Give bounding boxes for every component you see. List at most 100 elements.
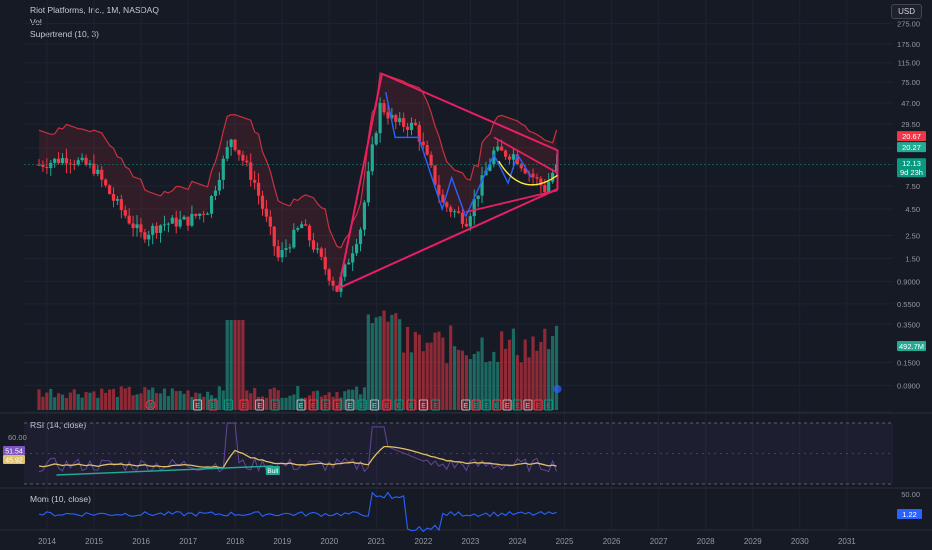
candle-body <box>543 185 547 192</box>
volume-bar <box>437 331 441 410</box>
candle-body <box>111 194 116 201</box>
candle-body <box>225 147 229 159</box>
earnings-event-icon <box>533 399 543 411</box>
volume-bar <box>551 335 555 410</box>
volume-bar <box>80 397 84 410</box>
candle-body <box>72 164 76 166</box>
candle-body <box>209 195 214 214</box>
currency-button[interactable]: USD <box>891 4 922 19</box>
volume-bar <box>366 314 370 410</box>
time-axis-label: 2016 <box>132 537 150 546</box>
volume-bar <box>57 393 61 410</box>
price-badge <box>897 131 926 142</box>
candle-body <box>107 185 112 195</box>
candle-body <box>205 213 210 215</box>
candle-body <box>268 216 272 227</box>
candle-body <box>390 114 394 119</box>
earnings-event-icon <box>345 399 355 411</box>
volume-bar <box>425 342 429 410</box>
price-tick-label: 0.1500 <box>897 359 920 368</box>
volume-bar <box>335 392 339 410</box>
candle-body <box>280 249 284 258</box>
candle-body <box>503 150 508 157</box>
event-label: E <box>505 403 510 410</box>
volume-bar <box>296 386 300 410</box>
time-axis-label: 2027 <box>650 537 668 546</box>
candle-body <box>139 224 143 233</box>
candle-body <box>547 181 551 192</box>
volume-bar <box>394 313 398 410</box>
volume-bar <box>402 352 406 410</box>
supertrend-label[interactable]: Supertrend (10, 3) <box>30 29 99 39</box>
candle-body <box>460 212 465 224</box>
volume-bar <box>264 397 269 410</box>
candle-body <box>551 172 555 182</box>
earnings-event-icon <box>406 399 416 411</box>
event-label: E <box>421 403 426 410</box>
event-label: E <box>484 403 489 410</box>
time-axis-label: 2023 <box>462 537 480 546</box>
earnings-event-icon <box>492 399 502 411</box>
volume-bar <box>194 392 198 410</box>
price-badge <box>897 158 926 169</box>
volume-bar <box>115 396 120 410</box>
time-axis-label: 2024 <box>509 537 527 546</box>
candle-body <box>343 264 347 277</box>
price-tick-label: 275.00 <box>897 19 920 28</box>
volume-bar <box>543 328 547 410</box>
volume-bar <box>515 355 519 410</box>
candle-body <box>249 162 253 180</box>
candle-body <box>123 209 127 216</box>
earnings-event-icon <box>461 399 471 411</box>
price-tick-label: 0.9000 <box>897 278 920 287</box>
candle-body <box>151 225 155 235</box>
earnings-event-icon <box>296 399 306 411</box>
candle-body <box>64 158 69 164</box>
candle-body <box>421 141 425 146</box>
rsi-label[interactable]: RSI (14, close) <box>30 420 86 430</box>
candle-body <box>57 158 61 164</box>
earnings-event-icon <box>321 399 331 411</box>
earnings-event-icon <box>270 399 280 411</box>
candle-body <box>276 246 280 258</box>
triangle-pattern <box>337 72 559 290</box>
add-event-icon <box>553 385 562 393</box>
volume-bar <box>104 392 108 410</box>
volume-bar <box>174 391 178 410</box>
candle-body <box>260 195 265 209</box>
earnings-event-icon <box>544 399 554 411</box>
candle-body <box>433 165 437 185</box>
price-tick-label: 7.50 <box>905 182 920 191</box>
candle-body <box>233 139 237 150</box>
volume-bar <box>241 320 245 410</box>
candle-body <box>178 219 182 227</box>
volume-bar <box>311 391 316 410</box>
volume-bar <box>170 388 174 410</box>
event-label: E <box>211 403 216 410</box>
volume-bar <box>429 342 433 410</box>
candle-body <box>229 139 233 148</box>
volume-bar <box>523 339 527 410</box>
candle-body <box>119 199 123 210</box>
event-label: E <box>474 403 479 410</box>
volume-bar <box>213 397 218 410</box>
cup-pattern <box>498 160 558 186</box>
volume-bar <box>202 396 206 410</box>
volume-bar <box>500 331 504 410</box>
volume-bar <box>370 323 374 410</box>
volume-bar <box>480 337 484 410</box>
event-label: E <box>494 403 499 410</box>
momentum-badge-label: 1.22 <box>902 510 917 519</box>
volume-bar <box>554 325 559 410</box>
time-axis-label: 2031 <box>838 537 856 546</box>
candle-body <box>100 169 104 180</box>
wedge-lower-line <box>465 189 558 213</box>
volume-label[interactable]: Vol <box>30 17 42 27</box>
candle-body <box>441 194 445 203</box>
candle-body <box>515 154 519 165</box>
momentum-label[interactable]: Mom (10, close) <box>30 494 91 504</box>
event-label: E <box>433 403 438 410</box>
volume-bar <box>339 397 343 410</box>
candle-body <box>68 163 72 165</box>
